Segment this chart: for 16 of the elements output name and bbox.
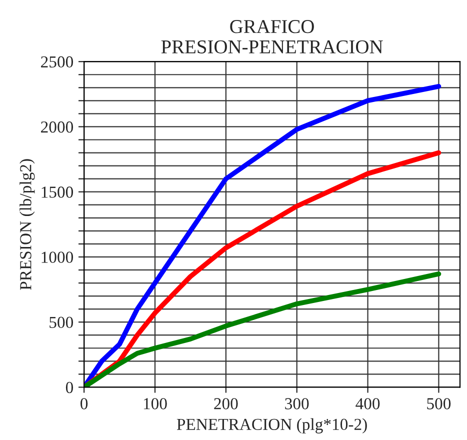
x-tick-label: 0	[80, 398, 88, 410]
y-tick-label: 0	[66, 382, 74, 394]
x-tick-label: 300	[285, 398, 309, 410]
y-tick-label: 500	[50, 316, 74, 328]
x-axis-title: PENETRACION (plg*10-2)	[176, 418, 367, 434]
y-axis-title: PRESION (lb/plg2)	[20, 159, 35, 290]
line-series	[84, 271, 442, 388]
x-tick-label: 200	[214, 398, 238, 410]
x-tick-label: 100	[144, 398, 167, 410]
y-tick-label: 2000	[41, 121, 74, 133]
chart-title: GRAFICO PRESION-PENETRACION	[161, 20, 383, 54]
x-tick-label: 500	[427, 398, 451, 410]
y-tick-label: 1000	[42, 252, 74, 263]
x-tick-label: 400	[356, 398, 380, 410]
y-tick-label: 2500	[41, 56, 74, 68]
y-tick-label: 1500	[42, 186, 74, 198]
